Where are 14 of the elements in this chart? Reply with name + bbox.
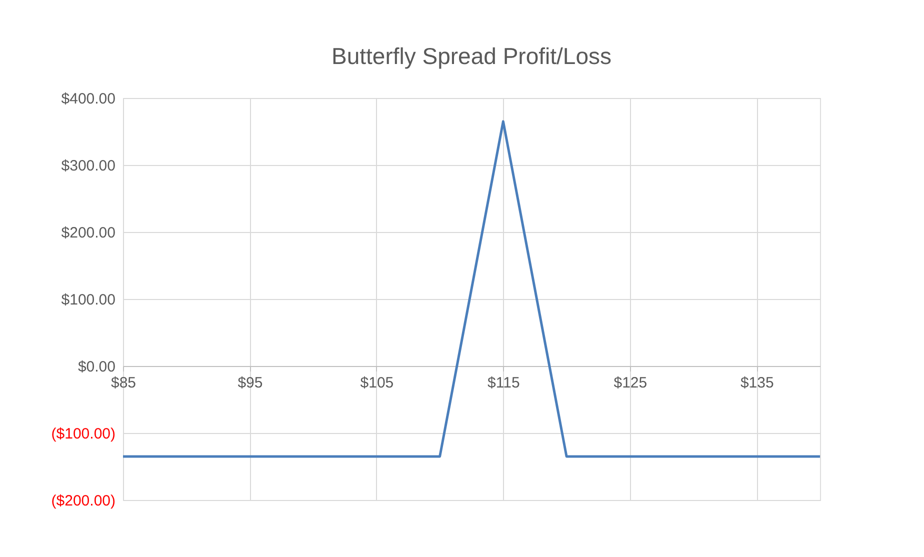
y-tick-label: $400.00: [61, 90, 116, 108]
y-tick-label: ($100.00): [51, 426, 116, 442]
x-tick-label: $115: [488, 374, 520, 392]
y-tick-label: $100.00: [61, 292, 116, 308]
y-tick-label: $200.00: [61, 224, 116, 242]
x-tick-label: $85: [110, 374, 136, 392]
x-tick-label: $135: [740, 374, 774, 392]
chart-title: Butterfly Spread Profit/Loss: [332, 43, 612, 69]
x-tick-label: $125: [614, 374, 648, 392]
y-tick-label: $0.00: [78, 358, 116, 376]
y-tick-label: $300.00: [61, 158, 116, 174]
x-tick-label: $105: [360, 374, 394, 392]
y-tick-label: ($200.00): [51, 492, 116, 510]
x-tick-label: $95: [238, 374, 263, 392]
